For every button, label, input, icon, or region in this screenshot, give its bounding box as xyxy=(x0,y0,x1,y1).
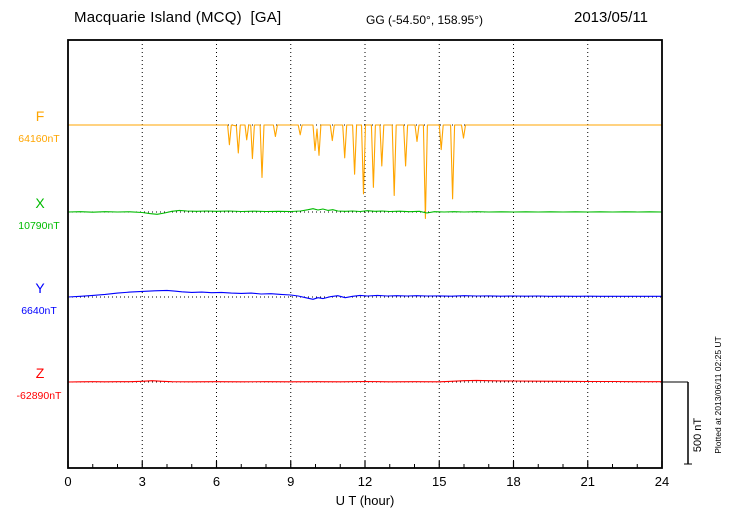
series-letter-Y: Y xyxy=(35,280,45,296)
scale-bar-label: 500 nT xyxy=(692,418,704,453)
x-tick-label: 9 xyxy=(287,474,294,489)
x-axis-title: U T (hour) xyxy=(335,493,395,508)
plotted-timestamp-note: Plotted at 2013/06/11 02:25 UT xyxy=(713,336,723,454)
x-tick-label: 15 xyxy=(432,474,446,489)
x-tick-label: 21 xyxy=(581,474,595,489)
geographic-coordinates: GG (-54.50°, 158.95°) xyxy=(366,13,483,27)
series-baseline-value-F: 64160nT xyxy=(18,133,60,145)
gridlines-group xyxy=(141,40,589,468)
series-baseline-value-Z: -62890nT xyxy=(17,390,63,402)
series-baseline-value-Y: 6640nT xyxy=(21,305,57,317)
trace-Z xyxy=(67,379,662,383)
page-title: Macquarie Island (MCQ) [GA] xyxy=(74,9,282,26)
series-baseline-value-X: 10790nT xyxy=(18,220,60,232)
scale-bar: 500 nT xyxy=(662,381,704,465)
x-tick-label: 12 xyxy=(358,474,372,489)
x-tick-label: 18 xyxy=(506,474,520,489)
trace-Y xyxy=(67,289,662,300)
x-tick-label: 24 xyxy=(655,474,669,489)
series-letter-X: X xyxy=(35,195,45,211)
x-tick-label: 6 xyxy=(213,474,220,489)
x-axis-ticks-group: 0 3 6 9 12 15 18 21 24 xyxy=(64,461,669,489)
trace-X xyxy=(67,208,663,215)
series-letter-F: F xyxy=(36,108,45,124)
trace-F xyxy=(68,124,662,220)
x-tick-label: 3 xyxy=(139,474,146,489)
series-letter-Z: Z xyxy=(36,365,45,381)
traces-group xyxy=(67,124,663,383)
baselines-group xyxy=(68,124,662,383)
observation-date: 2013/05/11 xyxy=(574,9,648,26)
x-tick-label: 0 xyxy=(64,474,71,489)
series-labels-group: F 64160nT X 10790nT Y 6640nT Z -62890nT xyxy=(17,108,63,402)
